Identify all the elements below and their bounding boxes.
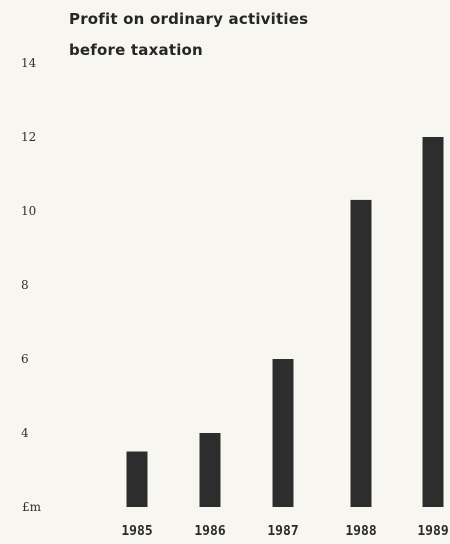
y-tick-label-10: 10 — [21, 204, 36, 218]
y-axis-unit-label: £m — [22, 500, 42, 514]
y-tick-label-6: 6 — [21, 352, 29, 366]
y-tick-label-12: 12 — [21, 130, 36, 144]
x-tick-label-1988: 1988 — [345, 524, 376, 539]
y-tick-label-14: 14 — [21, 56, 37, 70]
x-tick-label-1986: 1986 — [194, 524, 225, 539]
bar-1985 — [126, 451, 148, 507]
x-tick-label-1989: 1989 — [417, 524, 448, 539]
y-tick-label-4: 4 — [21, 426, 29, 440]
bar-1987 — [272, 359, 294, 507]
x-tick-label-1985: 1985 — [121, 524, 152, 539]
chart-title-line-1: Profit on ordinary activities — [69, 10, 309, 28]
chart-title: Profit on ordinary activities before tax… — [69, 4, 308, 66]
bar-1988 — [350, 199, 372, 507]
x-tick-label-1987: 1987 — [267, 524, 298, 539]
bar-1989 — [422, 137, 444, 507]
bar-1986 — [199, 433, 221, 507]
y-tick-label-8: 8 — [21, 278, 29, 292]
chart-title-line-2: before taxation — [69, 41, 203, 59]
